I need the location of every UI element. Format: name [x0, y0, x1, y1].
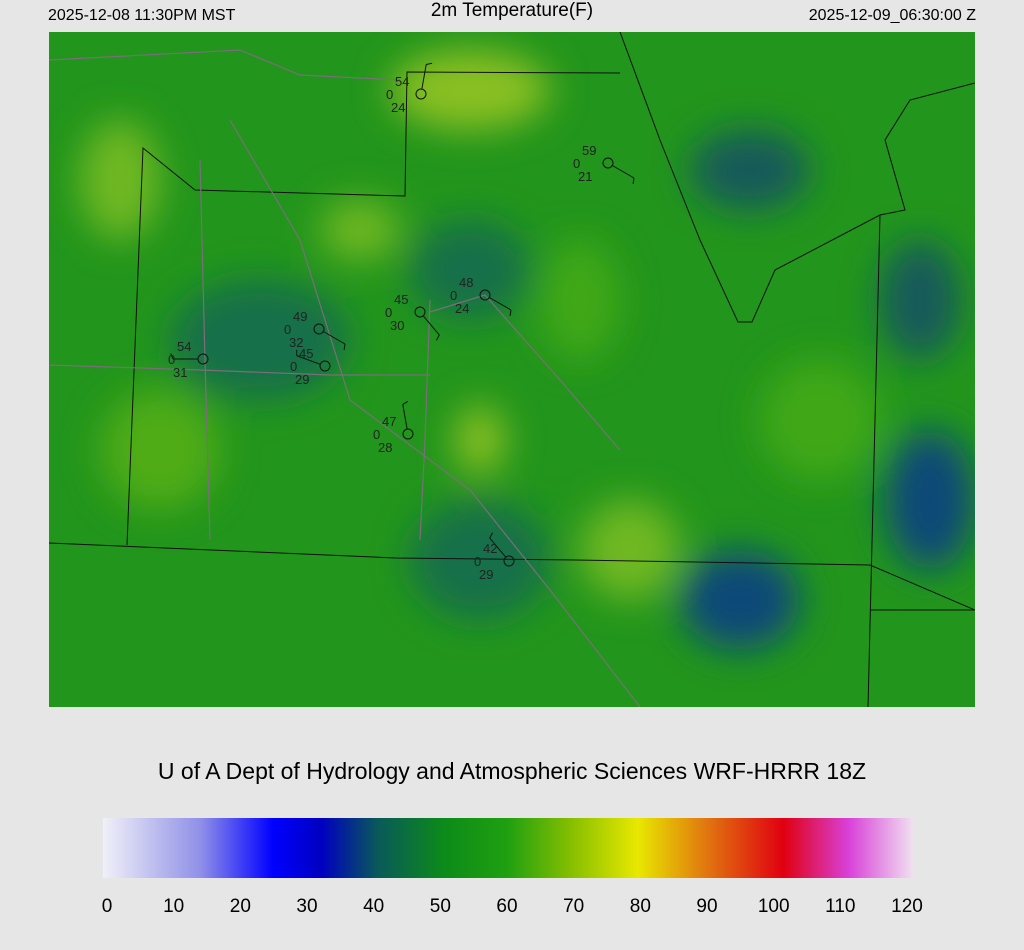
temperature: 54 — [395, 74, 409, 89]
dewpoint: 29 — [295, 372, 309, 387]
valid-time: 2025-12-09_06:30:00 Z — [809, 7, 976, 24]
wind-barb — [402, 400, 409, 405]
local-time: 2025-12-08 11:30PM MST — [48, 7, 236, 24]
pressure: 0 — [284, 322, 291, 337]
wind-barb — [402, 404, 408, 430]
wind-barb — [343, 343, 346, 351]
colorbar-tick-label: 50 — [430, 896, 451, 917]
pressure: 0 — [373, 427, 380, 442]
pressure: 0 — [385, 305, 392, 320]
colorbar-tick-label: 70 — [563, 896, 584, 917]
dewpoint: 28 — [378, 440, 392, 455]
temperature: 47 — [382, 414, 396, 429]
temperature: 59 — [582, 143, 596, 158]
pressure: 0 — [450, 288, 457, 303]
colorbar-ticks: 0 10 20 30 40 50 60 70 80 90 100 110 120 — [102, 896, 923, 917]
credit: U of A Dept of Hydrology and Atmospheric… — [158, 758, 866, 784]
temperature: 45 — [299, 346, 313, 361]
station-circle — [503, 555, 515, 567]
station-circle — [415, 88, 427, 100]
pressure: 0 — [290, 359, 297, 374]
colorbar-tick-label: 80 — [630, 896, 651, 917]
colorbar-tick-label: 10 — [163, 896, 184, 917]
station-circle — [402, 428, 414, 440]
temperature: 54 — [177, 339, 191, 354]
temperature: 42 — [483, 541, 497, 556]
wind-barb — [421, 64, 427, 90]
wind-barb — [296, 355, 321, 365]
wind-barb — [170, 353, 174, 360]
wind-barb — [612, 165, 635, 179]
temperature: 49 — [293, 309, 307, 324]
colorbar-tick-label: 110 — [825, 896, 855, 917]
station-circle — [313, 323, 325, 335]
dewpoint: 24 — [391, 100, 405, 115]
pressure: 0 — [168, 352, 175, 367]
wind-barb — [422, 315, 440, 336]
colorbar-tick-label: 90 — [696, 896, 717, 917]
dewpoint: 30 — [390, 318, 404, 333]
wind-barb — [509, 309, 512, 317]
colorbar-tick-label: 40 — [363, 896, 384, 917]
dewpoint: 29 — [479, 567, 493, 582]
wind-barb — [489, 297, 512, 311]
station-circle — [319, 360, 331, 372]
temperature: 45 — [394, 292, 408, 307]
pressure: 0 — [386, 87, 393, 102]
wind-barb — [489, 532, 494, 539]
pressure: 0 — [474, 554, 481, 569]
dewpoint: 31 — [173, 365, 187, 380]
dewpoint: 24 — [455, 301, 469, 316]
wind-barb — [426, 62, 433, 65]
colorbar — [103, 818, 913, 878]
colorbar-tick-label: 120 — [891, 896, 923, 917]
colorbar-tick-label: 0 — [102, 896, 113, 917]
station-circle — [479, 289, 491, 301]
stations: 5402459021480244503049032450295403147028… — [168, 62, 635, 582]
colorbar-tick-label: 60 — [496, 896, 517, 917]
wind-barb — [489, 537, 507, 558]
dewpoint: 21 — [578, 169, 592, 184]
colorbar-tick-label: 30 — [296, 896, 317, 917]
wind-barb — [632, 177, 635, 185]
pressure: 0 — [573, 156, 580, 171]
temperature: 48 — [459, 275, 473, 290]
station-circle — [602, 157, 614, 169]
colorbar-tick-label: 100 — [758, 896, 790, 917]
wind-barb — [323, 331, 346, 345]
station-circle — [414, 306, 426, 318]
wind-barb — [435, 334, 440, 341]
map-title: 2m Temperature(F) — [431, 0, 593, 21]
dewpoint: 32 — [289, 335, 303, 350]
map — [49, 32, 975, 707]
colorbar-tick-label: 20 — [230, 896, 251, 917]
